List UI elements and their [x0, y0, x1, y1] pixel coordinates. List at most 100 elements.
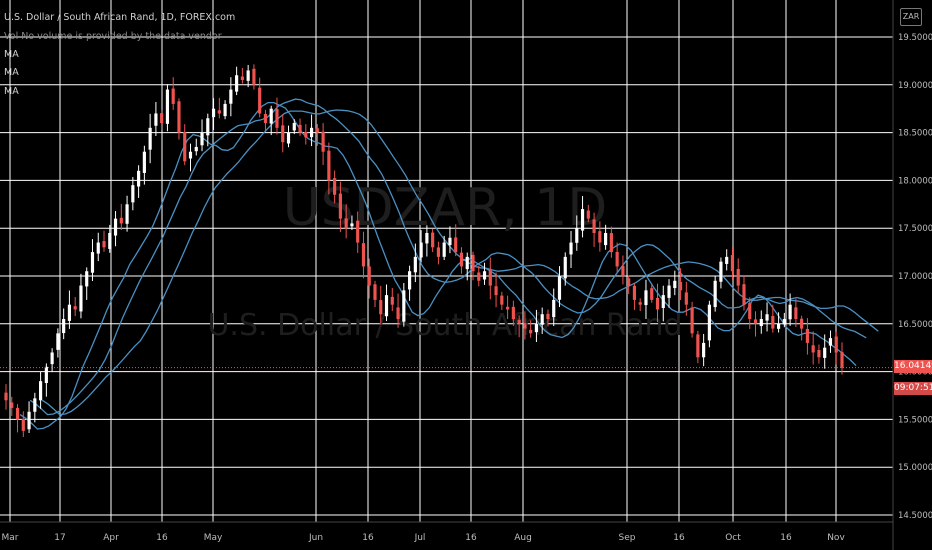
candle-down: [275, 108, 279, 128]
candle-down: [459, 252, 464, 267]
candle-up: [384, 295, 389, 317]
candle-up: [188, 151, 193, 159]
x-tick-label: May: [204, 533, 223, 543]
candle-down: [523, 323, 527, 329]
ma-line-1: [19, 101, 857, 430]
candle-up: [782, 319, 786, 325]
y-tick-label: 19.00000: [898, 81, 932, 91]
candle-up: [44, 366, 48, 384]
candle-down: [338, 193, 342, 219]
candle-up: [27, 411, 31, 430]
x-tick-label: Nov: [827, 533, 845, 543]
candle-up: [309, 127, 314, 138]
y-tick-label: 19.50000: [898, 33, 932, 43]
candle-down: [840, 352, 844, 368]
candle-down: [379, 300, 383, 315]
candle-up: [667, 285, 671, 298]
candle-up: [448, 237, 452, 246]
watermark-symbol: USDZAR, 1D: [283, 178, 608, 238]
time-axis: Mar 17 Apr 16 May Jun 16 Jul 16 Aug Sep 16 Oct 16 Nov: [0, 521, 893, 543]
candle-down: [586, 210, 590, 219]
ma-legend-2[interactable]: MA: [4, 67, 19, 78]
candle-up: [56, 333, 60, 350]
candle-up: [540, 314, 544, 325]
x-tick-label: 17: [54, 533, 65, 543]
candle-down: [431, 232, 435, 248]
candle-down: [356, 220, 360, 243]
candle-down: [436, 247, 440, 257]
x-tick-label: Sep: [619, 533, 636, 543]
candle-down: [396, 307, 400, 320]
candle-down: [511, 306, 515, 320]
candle-up: [707, 304, 711, 341]
candle-down: [390, 296, 394, 305]
candle-down: [529, 329, 533, 334]
candle-down: [632, 285, 637, 300]
candles: [4, 64, 844, 438]
candle-up: [96, 242, 100, 254]
candle-up: [604, 232, 608, 246]
candle-down: [4, 392, 8, 401]
candle-up: [79, 285, 83, 312]
candle-up: [413, 256, 417, 273]
y-tick-label: 16.50000: [898, 320, 932, 330]
candle-down: [373, 284, 377, 300]
candle-down: [15, 407, 20, 420]
x-tick-label: 16: [465, 533, 477, 543]
candle-down: [800, 318, 804, 329]
candle-up: [569, 242, 573, 255]
candle-up: [90, 252, 95, 273]
x-tick-label: Oct: [725, 533, 741, 543]
candle-down: [771, 315, 775, 329]
ma-legend-3[interactable]: MA: [4, 86, 19, 97]
candle-up: [137, 170, 141, 187]
candle-up: [62, 319, 66, 334]
candle-down: [696, 334, 700, 358]
candle-down: [10, 402, 14, 408]
candle-down: [304, 132, 308, 138]
symbol-title: U.S. Dollar / South African Rand, 1D, FO…: [4, 12, 236, 23]
y-tick-label: 18.50000: [898, 129, 932, 139]
candle-down: [321, 131, 325, 152]
candle-up: [223, 103, 227, 117]
watermark-name: U.S. Dollar / South African Rand: [207, 308, 682, 343]
currency-badge[interactable]: ZAR: [900, 8, 922, 26]
candle-down: [367, 266, 371, 286]
candle-down: [454, 237, 458, 253]
y-tick-label: 17.00000: [898, 272, 932, 282]
candle-up: [563, 256, 567, 279]
candle-up: [165, 89, 170, 124]
candle-up: [194, 146, 198, 152]
candle-down: [678, 281, 683, 291]
candle-down: [598, 231, 602, 243]
candle-down: [477, 272, 481, 281]
candle-up: [402, 290, 406, 322]
candle-down: [240, 76, 244, 81]
candle-down: [690, 307, 694, 334]
ma-legend-1[interactable]: MA: [4, 49, 19, 60]
x-tick-label: Aug: [514, 533, 532, 543]
candle-up: [350, 223, 354, 227]
candle-down: [592, 219, 596, 233]
symbol-watermark: USDZAR, 1D U.S. Dollar / South African R…: [207, 178, 682, 343]
candle-down: [621, 265, 625, 276]
candle-down: [119, 217, 123, 224]
candle-down: [183, 132, 187, 162]
candle-up: [534, 323, 539, 333]
candle-up: [702, 342, 706, 358]
candle-up: [269, 108, 273, 124]
candle-down: [102, 241, 106, 248]
candle-up: [131, 185, 135, 203]
candle-down: [546, 313, 550, 320]
candle-up: [39, 381, 43, 401]
candle-down: [494, 286, 498, 296]
candle-up: [765, 314, 769, 321]
candle-down: [252, 68, 256, 85]
candle-up: [113, 218, 118, 236]
x-tick-label: 16: [362, 533, 374, 543]
candle-down: [263, 114, 268, 124]
candle-down: [811, 345, 815, 353]
candle-up: [142, 151, 146, 173]
candle-up: [575, 228, 579, 243]
